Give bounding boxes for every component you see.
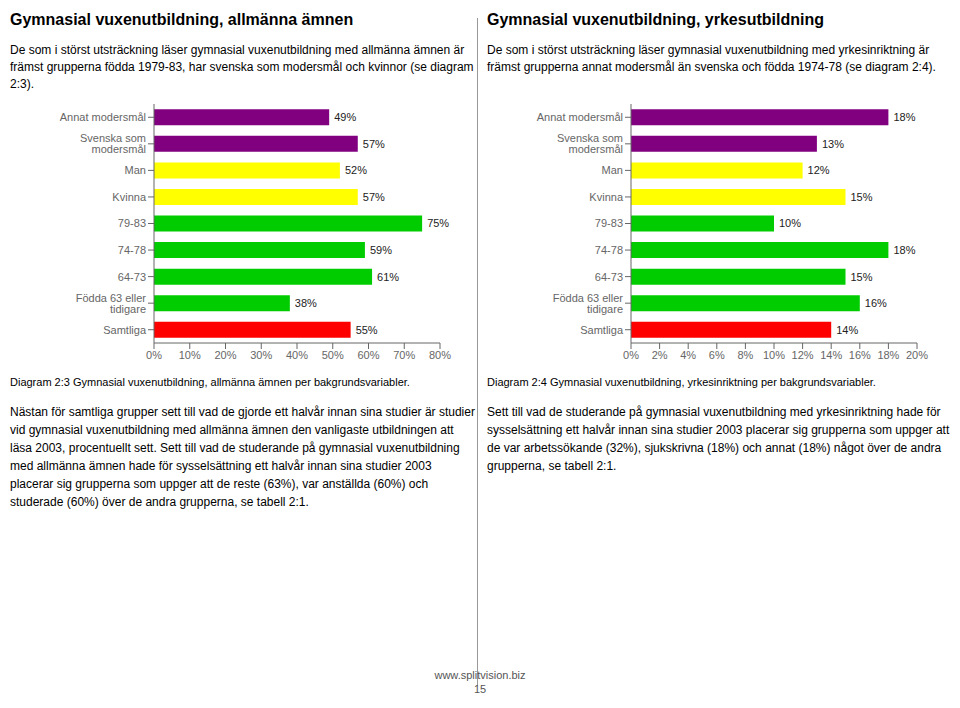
svg-text:10%: 10%	[779, 217, 801, 229]
svg-text:Svenska sommodersmål: Svenska sommodersmål	[557, 132, 623, 155]
svg-text:0%: 0%	[146, 349, 162, 361]
svg-text:4%: 4%	[680, 349, 696, 361]
svg-text:52%: 52%	[345, 164, 367, 176]
html-text:15: 15	[473, 683, 487, 695]
svg-text:Födda 63 ellertidigare: Födda 63 ellertidigare	[553, 292, 624, 315]
svg-text:14%: 14%	[836, 324, 858, 336]
svg-text:18%: 18%	[893, 111, 915, 123]
svg-text:60%: 60%	[357, 349, 379, 361]
svg-text:16%: 16%	[849, 349, 871, 361]
svg-text:18%: 18%	[877, 349, 899, 361]
svg-text:12%: 12%	[792, 349, 814, 361]
html-text:Gymnasial vuxenutbildning, all: Gymnasial vuxenutbildning, allmänna ämne…	[10, 11, 354, 28]
svg-text:57%: 57%	[363, 138, 385, 150]
svg-text:10%: 10%	[179, 349, 201, 361]
svg-text:0%: 0%	[623, 349, 639, 361]
svg-text:Man: Man	[125, 164, 146, 176]
svg-text:30%: 30%	[250, 349, 272, 361]
html-text:Nästan för samtliga grupper se: Nästan för samtliga grupper sett till va…	[10, 405, 475, 509]
svg-text:70%: 70%	[393, 349, 415, 361]
svg-text:8%: 8%	[737, 349, 753, 361]
svg-text:50%: 50%	[322, 349, 344, 361]
svg-text:10%: 10%	[763, 349, 785, 361]
svg-text:55%: 55%	[356, 324, 378, 336]
svg-text:12%: 12%	[808, 164, 830, 176]
svg-text:80%: 80%	[429, 349, 451, 361]
html-text:De som i störst utsträckning l: De som i störst utsträckning läser gymna…	[10, 43, 474, 91]
svg-text:79-83: 79-83	[595, 217, 623, 229]
svg-text:Annat modersmål: Annat modersmål	[537, 111, 623, 123]
svg-text:6%: 6%	[709, 349, 725, 361]
svg-text:61%: 61%	[377, 271, 399, 283]
svg-text:40%: 40%	[286, 349, 308, 361]
svg-text:2%: 2%	[652, 349, 668, 361]
html-text:Diagram 2:4 Gymnasial vuxenutb: Diagram 2:4 Gymnasial vuxenutbildning, y…	[487, 376, 876, 388]
svg-text:18%: 18%	[893, 244, 915, 256]
svg-text:Annat modersmål: Annat modersmål	[60, 111, 146, 123]
svg-text:Födda 63 ellertidigare: Födda 63 ellertidigare	[76, 292, 147, 315]
svg-text:15%: 15%	[851, 191, 873, 203]
html-text:De som i störst utsträckning l: De som i störst utsträckning läser gymna…	[487, 43, 936, 74]
svg-text:Samtliga: Samtliga	[103, 324, 147, 336]
svg-text:64-73: 64-73	[595, 271, 623, 283]
svg-text:20%: 20%	[906, 349, 928, 361]
svg-text:59%: 59%	[370, 244, 392, 256]
svg-text:Man: Man	[602, 164, 623, 176]
svg-text:16%: 16%	[865, 297, 887, 309]
svg-text:Kvinna: Kvinna	[112, 191, 147, 203]
svg-text:13%: 13%	[822, 138, 844, 150]
svg-text:74-78: 74-78	[118, 244, 146, 256]
html-text:www.splitvision.biz: www.splitvision.biz	[434, 669, 526, 681]
svg-text:Svenska sommodersmål: Svenska sommodersmål	[80, 132, 146, 155]
svg-text:38%: 38%	[295, 297, 317, 309]
svg-text:64-73: 64-73	[118, 271, 146, 283]
html-text:Sett till vad de studerande på: Sett till vad de studerande på gymnasial…	[487, 405, 950, 473]
svg-text:57%: 57%	[363, 191, 385, 203]
svg-text:15%: 15%	[851, 271, 873, 283]
html-text:Diagram 2:3 Gymnasial vuxenutb: Diagram 2:3 Gymnasial vuxenutbildning, a…	[10, 376, 410, 388]
svg-text:49%: 49%	[334, 111, 356, 123]
svg-text:74-78: 74-78	[595, 244, 623, 256]
svg-text:20%: 20%	[214, 349, 236, 361]
svg-text:79-83: 79-83	[118, 217, 146, 229]
svg-text:75%: 75%	[427, 217, 449, 229]
html-text:Gymnasial vuxenutbildning, yrk: Gymnasial vuxenutbildning, yrkesutbildni…	[487, 11, 824, 28]
svg-text:14%: 14%	[820, 349, 842, 361]
svg-text:Samtliga: Samtliga	[580, 324, 624, 336]
svg-text:Kvinna: Kvinna	[589, 191, 624, 203]
